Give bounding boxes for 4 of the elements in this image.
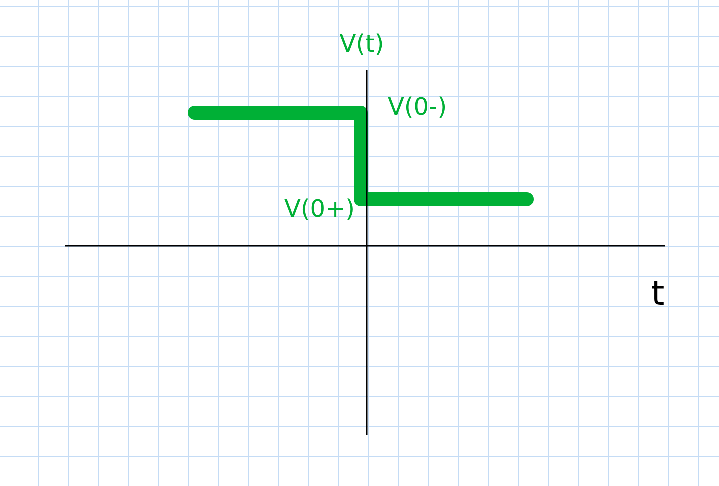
annotation: V(0+) xyxy=(284,195,355,223)
y-axis-title: V(t) xyxy=(340,30,384,58)
x-axis-title: t xyxy=(651,274,665,314)
annotation: V(0-) xyxy=(388,93,448,121)
